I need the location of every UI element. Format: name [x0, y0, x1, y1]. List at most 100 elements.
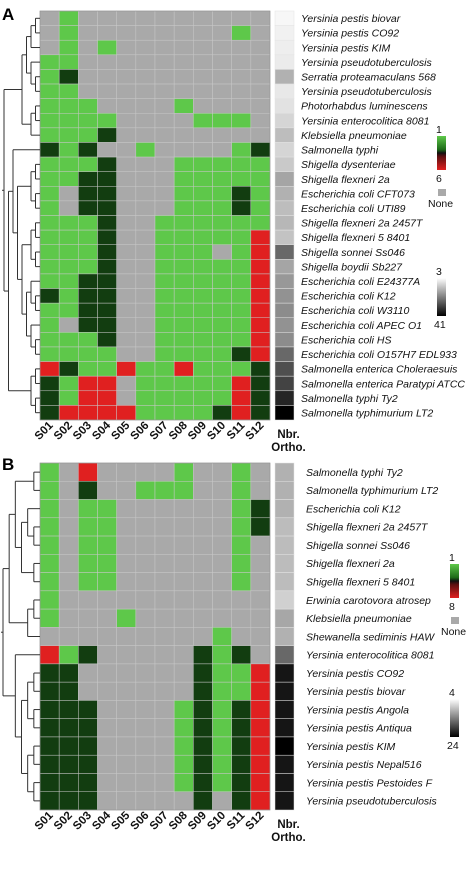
- panel-b-ortho-cell: [274, 718, 295, 738]
- panel-b-legend-green-max: 8: [449, 601, 455, 613]
- panel-a-heatmap-cell: [58, 10, 79, 26]
- panel-a-heatmap-cell: [78, 375, 98, 392]
- panel-a-heatmap-cell: [212, 361, 232, 377]
- panel-a-heatmap-cell: [39, 54, 60, 70]
- panel-a-ortho-cell: [274, 25, 295, 41]
- panel-a-heatmap-cell: [154, 83, 175, 99]
- panel-a-legend-none: None: [428, 198, 453, 210]
- panel-a-heatmap-cell: [135, 171, 156, 187]
- panel-a-heatmap-cell: [78, 273, 98, 289]
- panel-a-heatmap-cell: [250, 405, 271, 421]
- panel-a-heatmap-cell: [58, 69, 79, 85]
- panel-a-heatmap-cell: [97, 332, 117, 348]
- panel-a-row-label: Shigella boydii Sb227: [301, 261, 403, 273]
- panel-b-heatmap-cell: [231, 681, 252, 701]
- panel-b-heatmap-cell: [173, 700, 194, 719]
- panel-b-heatmap-cell: [173, 681, 194, 701]
- panel-a-heatmap-cell: [212, 10, 232, 26]
- panel-a-heatmap-cell: [231, 288, 252, 304]
- panel-a-heatmap-cell: [97, 346, 117, 362]
- panel-a-heatmap-cell: [135, 39, 156, 56]
- panel-a-heatmap-cell: [78, 39, 98, 56]
- panel-a-heatmap-cell: [154, 259, 175, 275]
- panel-b-column-label: S02: [52, 810, 75, 833]
- panel-a-heatmap-cell: [212, 200, 232, 216]
- panel-b-heatmap-cell: [78, 554, 98, 573]
- panel-a-heatmap-cell: [250, 361, 271, 377]
- panel-a-heatmap-cell: [173, 127, 194, 143]
- panel-b-heatmap-cell: [193, 608, 213, 628]
- panel-a-heatmap-cell: [173, 244, 194, 260]
- panel-a-row-label: Escherichia coli HS: [301, 334, 391, 346]
- panel-a-heatmap-cell: [78, 215, 98, 231]
- panel-b-heatmap-cell: [97, 554, 117, 573]
- panel-a-heatmap-cell: [116, 156, 137, 172]
- panel-a-ortho-cell: [274, 346, 295, 362]
- panel-a-heatmap-cell: [58, 332, 79, 348]
- panel-a-row-label: Shigella flexneri 2a 2457T: [301, 218, 424, 230]
- panel-a-heatmap-cell: [78, 229, 98, 245]
- panel-a-heatmap-cell: [116, 39, 137, 56]
- panel-a-heatmap-cell: [250, 259, 271, 275]
- panel-a-heatmap-cell: [58, 346, 79, 362]
- panel-b-heatmap-cell: [231, 627, 252, 646]
- panel-b-heatmap-cell: [78, 681, 98, 701]
- panel-a-row-label: Salmonella typhi: [301, 145, 379, 157]
- panel-a-heatmap-cell: [135, 127, 156, 143]
- panel-a-heatmap-cell: [173, 10, 194, 26]
- panel-a-heatmap-cell: [173, 273, 194, 289]
- panel-b-legend-green-min: 1: [449, 552, 455, 564]
- panel-a-heatmap-cell: [97, 244, 117, 260]
- panel-a-heatmap-cell: [135, 332, 156, 348]
- panel-b-heatmap-cell: [250, 590, 271, 610]
- panel-a-heatmap-cell: [154, 375, 175, 392]
- panel-b-heatmap-cell: [231, 773, 252, 792]
- panel-b-heatmap-cell: [250, 645, 271, 665]
- panel-b-heatmap-cell: [39, 590, 60, 610]
- panel-b-heatmap-cell: [173, 773, 194, 792]
- panel-b-heatmap-cell: [39, 773, 60, 792]
- panel-a-ortho-cell: [274, 273, 295, 289]
- panel-a-heatmap-cell: [231, 259, 252, 275]
- panel-a-heatmap-cell: [135, 390, 156, 406]
- panel-a-heatmap-cell: [116, 142, 137, 158]
- panel-b-heatmap-cell: [78, 608, 98, 628]
- panel-a-heatmap-cell: [250, 142, 271, 158]
- panel-b-heatmap-cell: [154, 773, 175, 792]
- panel-a-heatmap-cell: [135, 25, 156, 41]
- panel-b-heatmap-cell: [212, 462, 232, 482]
- panel-a-heatmap-cell: [39, 244, 60, 260]
- panel-a-legend-color-scale: [437, 136, 446, 170]
- panel-a-heatmap-cell: [154, 302, 175, 318]
- panel-b-row-label: Yersinia pestis KIM: [306, 741, 396, 753]
- panel-a-heatmap-cell: [39, 83, 60, 99]
- panel-a-heatmap-cell: [116, 273, 137, 289]
- panel-a-heatmap-cell: [78, 10, 98, 26]
- panel-b-heatmap-cell: [116, 554, 137, 573]
- panel-a-heatmap-cell: [231, 215, 252, 231]
- panel-b-heatmap-cell: [231, 462, 252, 482]
- panel-b-heatmap-cell: [173, 517, 194, 537]
- panel-b-heatmap-cell: [135, 535, 156, 555]
- panel-a-heatmap-cell: [193, 25, 213, 41]
- panel-a-heatmap-cell: [212, 113, 232, 129]
- panel-a-heatmap-cell: [173, 25, 194, 41]
- panel-b-heatmap-cell: [135, 773, 156, 792]
- panel-b-heatmap-cell: [212, 590, 232, 610]
- panel-b-heatmap-cell: [58, 462, 79, 482]
- panel-a-heatmap-cell: [116, 98, 137, 114]
- panel-a-heatmap-cell: [212, 273, 232, 289]
- panel-a-heatmap-cell: [39, 171, 60, 187]
- panel-b-heatmap-cell: [231, 535, 252, 555]
- panel-a-heatmap-cell: [78, 83, 98, 99]
- panel-b-heatmap-cell: [193, 700, 213, 719]
- panel-a-heatmap-cell: [39, 288, 60, 304]
- panel-b-heatmap-cell: [78, 791, 98, 811]
- panel-b-heatmap-cell: [154, 517, 175, 537]
- panel-b-heatmap-cell: [193, 554, 213, 573]
- panel-b-heatmap-cell: [135, 517, 156, 537]
- panel-a-heatmap-cell: [250, 273, 271, 289]
- panel-b-heatmap-cell: [250, 773, 271, 792]
- panel-a-ortho-cell: [274, 113, 295, 129]
- panel-a-heatmap-cell: [193, 142, 213, 158]
